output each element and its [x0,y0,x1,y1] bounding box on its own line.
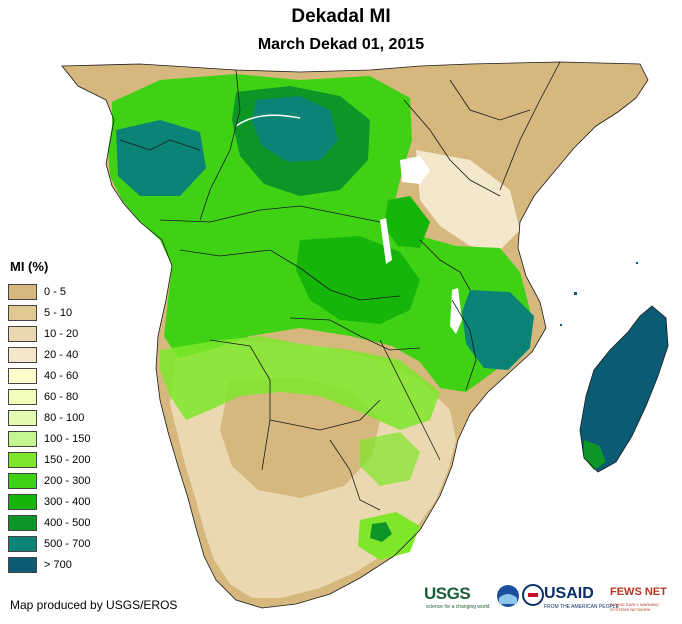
legend-swatch [8,283,37,300]
fews-net-logo: FEWS NET [610,586,667,598]
legend-label: 5 - 10 [44,306,73,319]
legend-swatch [8,493,37,510]
country-borders [61,61,669,609]
legend-label: 100 - 150 [44,432,91,445]
legend-label: 80 - 100 [44,411,85,424]
lesotho-patch [370,522,392,542]
legend-label: 10 - 20 [44,327,79,340]
east-light-zone [416,150,520,250]
usaid-logo: USAID [544,585,594,602]
lake-malawi [450,288,462,334]
legend-swatch [8,535,37,552]
legend-item: 80 - 100 [8,407,90,428]
west-dark-zone-1 [116,120,206,196]
agency-logos: USGS science for a changing world USAID … [424,582,674,618]
legend-item: 200 - 300 [8,470,90,491]
legend-item: 5 - 10 [8,302,90,323]
legend-label: 20 - 40 [44,348,79,361]
legend-swatch [8,409,37,426]
legend-label: > 700 [44,558,72,571]
usgs-logo: USGS [424,584,471,603]
legend-swatch [8,325,37,342]
lake-tanganyika [380,218,392,264]
map-subtitle: March Dekad 01, 2015 [257,36,425,53]
legend-item: 20 - 40 [8,344,90,365]
usaid-tagline: FROM THE AMERICAN PEOPLE [544,604,619,610]
legend-title: MI (%) [10,259,49,274]
legend-swatch [8,304,37,321]
noaa-logo-icon [497,585,519,607]
legend-label: 40 - 60 [44,369,79,382]
credit-text: Map produced by USGS/EROS [10,598,178,612]
legend-swatch [8,451,37,468]
botswana-green-patch [360,432,420,486]
legend-swatch [8,367,37,384]
central-green-zone [108,74,530,392]
legend-item: 400 - 500 [8,512,90,533]
usgs-tagline: science for a changing world [426,604,490,610]
map-title: Dekadal MI [291,6,391,27]
legend-label: 60 - 80 [44,390,79,403]
legend-label: 200 - 300 [44,474,91,487]
legend-swatch [8,472,37,489]
legend-item: 100 - 150 [8,428,90,449]
east-green-zone [384,196,430,248]
congo-river [235,114,301,127]
kalahari-zone [220,378,380,498]
legend-swatch [8,430,37,447]
legend-item: > 700 [8,554,90,575]
legend-item: 60 - 80 [8,386,90,407]
legend-label: 0 - 5 [44,285,67,298]
island-3 [636,262,638,264]
legend-item: 40 - 60 [8,365,90,386]
legend-item: 300 - 400 [8,491,90,512]
mozambique-dark-zone [462,290,534,370]
usaid-seal-icon [522,584,544,606]
legend-swatch [8,514,37,531]
legend-item: 500 - 700 [8,533,90,554]
island-2 [560,324,562,326]
legend-label: 150 - 200 [44,453,91,466]
legend-label: 500 - 700 [44,537,91,550]
lake-victoria [400,156,430,184]
fews-net-tagline: FAMINE EARLY WARNING SYSTEMS NETWORK [610,602,660,612]
congo-core-zone [252,96,338,162]
island-1 [574,292,577,295]
legend-label: 300 - 400 [44,495,91,508]
legend-label: 400 - 500 [44,516,91,529]
legend-swatch [8,388,37,405]
legend: MI (%) 0 - 5 5 - 10 10 - 20 20 - 40 40 - 60 6… [8,259,90,575]
legend-swatch [8,346,37,363]
light-green-fringe [160,336,440,430]
legend-item: 0 - 5 [8,281,90,302]
legend-swatch [8,556,37,573]
legend-item: 10 - 20 [8,323,90,344]
legend-item: 150 - 200 [8,449,90,470]
madagascar-west-strip [584,440,606,470]
madagascar [580,306,668,472]
